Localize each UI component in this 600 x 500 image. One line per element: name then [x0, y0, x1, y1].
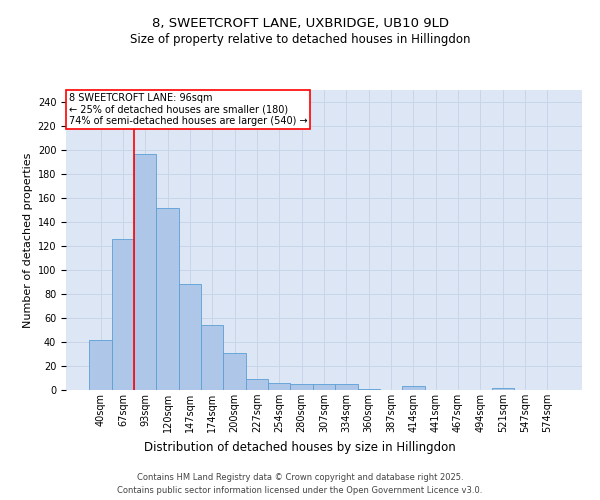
Text: Contains HM Land Registry data © Crown copyright and database right 2025.
Contai: Contains HM Land Registry data © Crown c…	[118, 474, 482, 495]
Bar	[223, 353, 246, 390]
Bar	[112, 239, 134, 390]
Bar	[134, 154, 157, 390]
Bar	[89, 340, 112, 390]
Bar	[246, 379, 268, 390]
Bar	[358, 389, 380, 390]
Text: 8, SWEETCROFT LANE, UXBRIDGE, UB10 9LD: 8, SWEETCROFT LANE, UXBRIDGE, UB10 9LD	[151, 18, 449, 30]
Bar	[268, 383, 290, 390]
Y-axis label: Number of detached properties: Number of detached properties	[23, 152, 34, 328]
Text: Distribution of detached houses by size in Hillingdon: Distribution of detached houses by size …	[144, 441, 456, 454]
Bar	[313, 384, 335, 390]
Text: 8 SWEETCROFT LANE: 96sqm
← 25% of detached houses are smaller (180)
74% of semi-: 8 SWEETCROFT LANE: 96sqm ← 25% of detach…	[68, 93, 307, 126]
Text: Size of property relative to detached houses in Hillingdon: Size of property relative to detached ho…	[130, 32, 470, 46]
Bar	[335, 384, 358, 390]
Bar	[491, 388, 514, 390]
Bar	[201, 325, 223, 390]
Bar	[290, 384, 313, 390]
Bar	[179, 284, 201, 390]
Bar	[157, 208, 179, 390]
Bar	[402, 386, 425, 390]
